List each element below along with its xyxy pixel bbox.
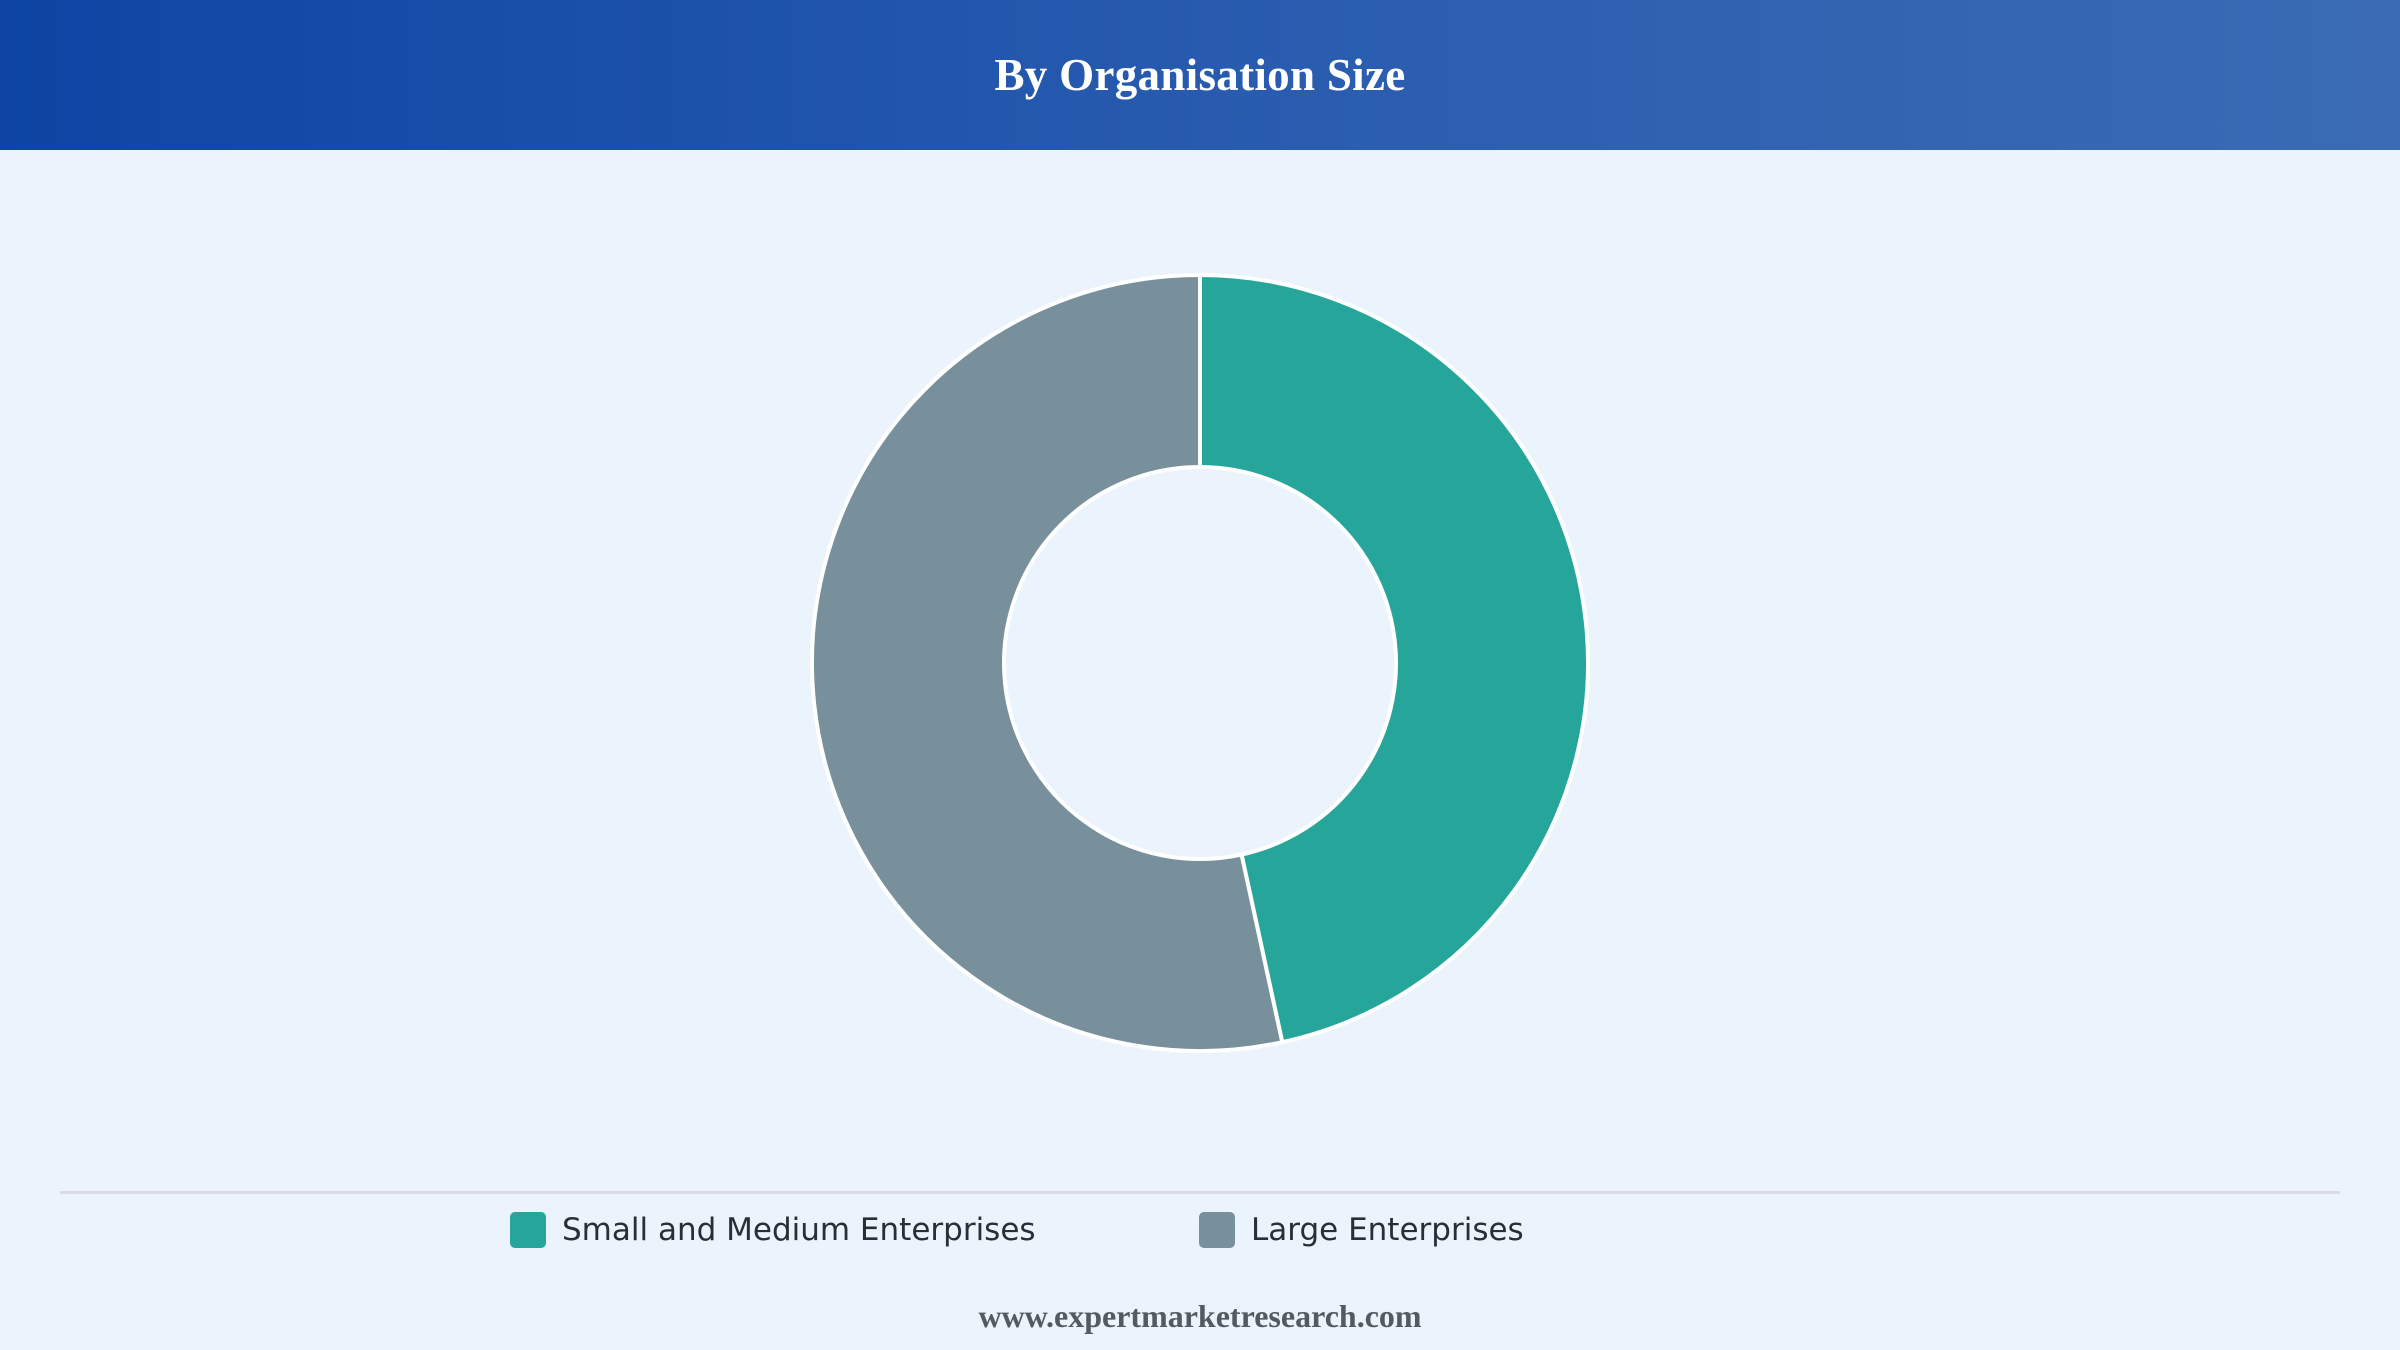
chart-header: By Organisation Size	[0, 0, 2400, 150]
donut-slice-small-and-medium-enterprises[interactable]	[1198, 273, 1590, 1045]
legend-swatch-small-medium-enterprises	[510, 1212, 546, 1248]
legend-label-small-medium-enterprises: Small and Medium Enterprises	[562, 1212, 1036, 1248]
chart-title: By Organisation Size	[994, 50, 1406, 100]
legend-item-small-medium-enterprises[interactable]: Small and Medium Enterprises	[510, 1208, 1036, 1252]
donut-slice-large-enterprises[interactable]	[810, 273, 1285, 1053]
legend-swatch-large-enterprises	[1199, 1212, 1235, 1248]
legend-label-large-enterprises: Large Enterprises	[1251, 1212, 1524, 1248]
legend-divider	[60, 1191, 2340, 1194]
source-url: www.expertmarketresearch.com	[978, 1298, 1422, 1334]
legend-item-large-enterprises[interactable]: Large Enterprises	[1199, 1208, 1524, 1252]
chart-legend: Small and Medium Enterprises Large Enter…	[0, 1208, 2400, 1252]
